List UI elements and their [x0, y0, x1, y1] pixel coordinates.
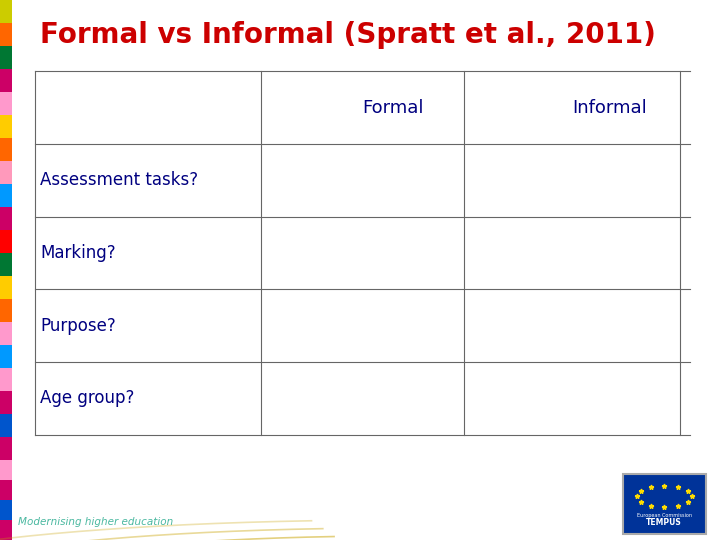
Bar — [0, 299, 12, 322]
Bar — [0, 0, 12, 23]
Bar — [623, 474, 706, 534]
Bar — [0, 322, 12, 345]
Bar — [0, 207, 12, 230]
Bar — [0, 500, 12, 520]
Bar — [0, 414, 12, 437]
Text: Assessment tasks?: Assessment tasks? — [40, 171, 199, 190]
Bar — [0, 345, 12, 368]
Bar — [0, 520, 12, 540]
Text: Modernising higher education: Modernising higher education — [18, 517, 174, 528]
Text: http://ec.europa.eu/tempus: http://ec.europa.eu/tempus — [418, 494, 611, 507]
Bar — [0, 23, 12, 46]
Bar — [0, 69, 12, 92]
Bar — [0, 253, 12, 276]
Bar — [0, 92, 12, 115]
Text: Formal vs Informal (Spratt et al., 2011): Formal vs Informal (Spratt et al., 2011) — [40, 21, 655, 49]
Text: Age group?: Age group? — [40, 389, 135, 407]
Bar — [0, 437, 12, 460]
Text: Formal: Formal — [362, 99, 423, 117]
Bar — [0, 46, 12, 69]
Bar — [0, 460, 12, 480]
Bar — [0, 115, 12, 138]
Bar — [0, 138, 12, 161]
Bar — [0, 276, 12, 299]
Text: TEMPUS: TEMPUS — [18, 478, 185, 512]
Bar — [0, 391, 12, 414]
Bar — [0, 368, 12, 391]
Text: TEMPUS: TEMPUS — [647, 518, 682, 528]
Text: Purpose?: Purpose? — [40, 317, 116, 335]
Bar — [0, 161, 12, 184]
Text: Marking?: Marking? — [40, 244, 116, 262]
Bar — [0, 184, 12, 207]
Text: Informal: Informal — [572, 99, 647, 117]
Bar — [0, 480, 12, 500]
Text: European Commission: European Commission — [636, 513, 692, 518]
Bar — [0, 230, 12, 253]
